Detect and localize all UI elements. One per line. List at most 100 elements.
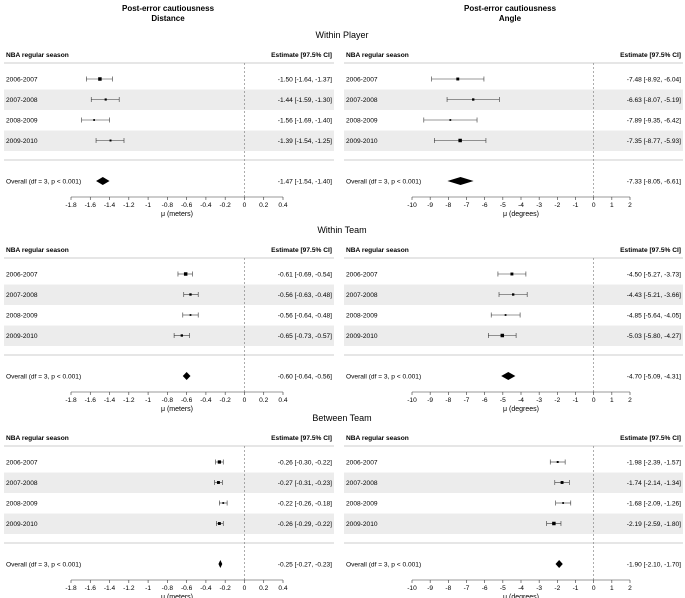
x-tick-label: -9: [427, 397, 433, 404]
estimate-label: -2.19 [-2.59, -1.80]: [627, 521, 681, 528]
overall-label: Overall (df = 3, p < 0.001): [6, 561, 81, 568]
x-tick-label: -9: [427, 202, 433, 209]
x-tick-label: -1: [145, 585, 151, 592]
study-label: 2007-2008: [6, 292, 38, 299]
overall-estimate-label: -0.60 [-0.64, -0.56]: [278, 373, 332, 380]
x-tick-label: 0.2: [259, 202, 268, 209]
point-estimate-square: [500, 333, 505, 338]
x-tick-label: -10: [407, 585, 417, 592]
x-tick-label: -2: [554, 585, 560, 592]
point-estimate-square: [512, 293, 515, 296]
point-estimate-square: [504, 314, 507, 316]
estimate-label: -6.63 [-8.07, -5.19]: [627, 97, 681, 104]
x-tick-label: -1: [573, 585, 579, 592]
study-label: 2009-2010: [6, 138, 38, 145]
x-axis-label: μ (meters): [161, 594, 193, 598]
left-header-line1: Post-error cautiousness: [122, 4, 215, 13]
x-tick-label: -0.8: [162, 585, 174, 592]
x-tick-label: 1: [610, 397, 614, 404]
overall-label: Overall (df = 3, p < 0.001): [6, 373, 81, 380]
overall-label: Overall (df = 3, p < 0.001): [6, 178, 81, 185]
x-tick-label: -0.6: [181, 397, 193, 404]
forest-panel-2: NBA regular season Estimate [97.5% CI] 200…: [4, 247, 334, 413]
estimate-label: -0.26 [-0.30, -0.22]: [278, 459, 332, 466]
column-header-estimate: Estimate [97.5% CI]: [620, 247, 681, 254]
x-tick-label: -7: [464, 202, 470, 209]
x-tick-label: -4: [518, 585, 524, 592]
column-header-estimate: Estimate [97.5% CI]: [620, 435, 681, 442]
x-axis-label: μ (meters): [161, 211, 193, 218]
forest-panel-1: NBA regular season Estimate [97.5% CI] 200…: [344, 52, 683, 218]
overall-diamond: [96, 177, 110, 185]
x-tick-label: -3: [536, 585, 542, 592]
x-tick-label: -3: [536, 397, 542, 404]
x-tick-label: -1.4: [104, 397, 116, 404]
forest-panel-0: NBA regular season Estimate [97.5% CI] 200…: [4, 52, 334, 218]
x-tick-label: -8: [445, 585, 451, 592]
estimate-label: -1.39 [-1.54, -1.25]: [278, 138, 332, 145]
forest-panel-5: NBA regular season Estimate [97.5% CI] 200…: [344, 435, 683, 598]
x-tick-label: 2: [628, 585, 632, 592]
x-tick-label: -8: [445, 202, 451, 209]
x-tick-label: -4: [518, 397, 524, 404]
x-tick-label: -0.8: [162, 397, 174, 404]
point-estimate-square: [449, 119, 452, 121]
point-estimate-square: [180, 334, 183, 337]
x-tick-label: -0.2: [219, 397, 231, 404]
x-tick-label: 0.4: [278, 202, 287, 209]
forest-panel-4: NBA regular season Estimate [97.5% CI] 200…: [4, 435, 334, 598]
x-tick-label: -0.6: [181, 585, 193, 592]
x-tick-label: -2: [554, 202, 560, 209]
overall-diamond: [218, 560, 223, 568]
point-estimate-square: [510, 272, 514, 276]
point-estimate-square: [189, 293, 192, 296]
point-estimate-square: [560, 481, 564, 484]
study-label: 2009-2010: [6, 333, 38, 340]
study-label: 2006-2007: [6, 76, 38, 83]
overall-estimate-label: -4.70 [-5.09, -4.31]: [627, 373, 681, 380]
overall-diamond: [447, 177, 474, 185]
estimate-label: -0.27 [-0.31, -0.23]: [278, 480, 332, 487]
x-tick-label: -10: [407, 202, 417, 209]
x-tick-label: -1: [573, 397, 579, 404]
point-estimate-square: [458, 138, 462, 143]
x-tick-label: -1.8: [65, 397, 77, 404]
x-tick-label: -1.4: [104, 202, 116, 209]
study-label: 2007-2008: [346, 292, 378, 299]
estimate-label: -0.61 [-0.69, -0.54]: [278, 271, 332, 278]
point-estimate-square: [217, 460, 222, 464]
study-label: 2006-2007: [346, 76, 378, 83]
x-tick-label: -6: [482, 202, 488, 209]
overall-diamond: [501, 372, 516, 380]
study-label: 2009-2010: [6, 521, 38, 528]
study-label: 2006-2007: [346, 459, 378, 466]
estimate-label: -1.74 [-2.14, -1.34]: [627, 480, 681, 487]
x-tick-label: -1.6: [85, 585, 97, 592]
forest-panel-3: NBA regular season Estimate [97.5% CI] 200…: [344, 247, 683, 413]
x-tick-label: -0.4: [200, 585, 212, 592]
x-tick-label: 2: [628, 202, 632, 209]
x-tick-label: 0: [243, 397, 247, 404]
overall-label: Overall (df = 3, p < 0.001): [346, 561, 421, 568]
estimate-label: -4.50 [-5.27, -3.73]: [627, 271, 681, 278]
x-tick-label: -1.4: [104, 585, 116, 592]
x-tick-label: -2: [554, 397, 560, 404]
point-estimate-square: [104, 98, 107, 101]
study-label: 2009-2010: [346, 521, 378, 528]
point-estimate-square: [222, 502, 225, 504]
estimate-label: -7.35 [-8.77, -5.93]: [627, 138, 681, 145]
x-tick-label: -1.2: [123, 202, 135, 209]
x-tick-label: -9: [427, 585, 433, 592]
x-tick-label: -7: [464, 585, 470, 592]
point-estimate-square: [556, 461, 559, 463]
estimate-label: -7.48 [-8.92, -6.04]: [627, 76, 681, 83]
x-tick-label: -7: [464, 397, 470, 404]
row-shade: [344, 472, 683, 493]
row-shade: [4, 513, 334, 534]
x-tick-label: -1: [573, 202, 579, 209]
x-tick-label: 1: [610, 202, 614, 209]
row-shade: [4, 130, 334, 151]
x-tick-label: 0: [592, 397, 596, 404]
estimate-label: -0.26 [-0.29, -0.22]: [278, 521, 332, 528]
point-estimate-square: [456, 77, 460, 81]
